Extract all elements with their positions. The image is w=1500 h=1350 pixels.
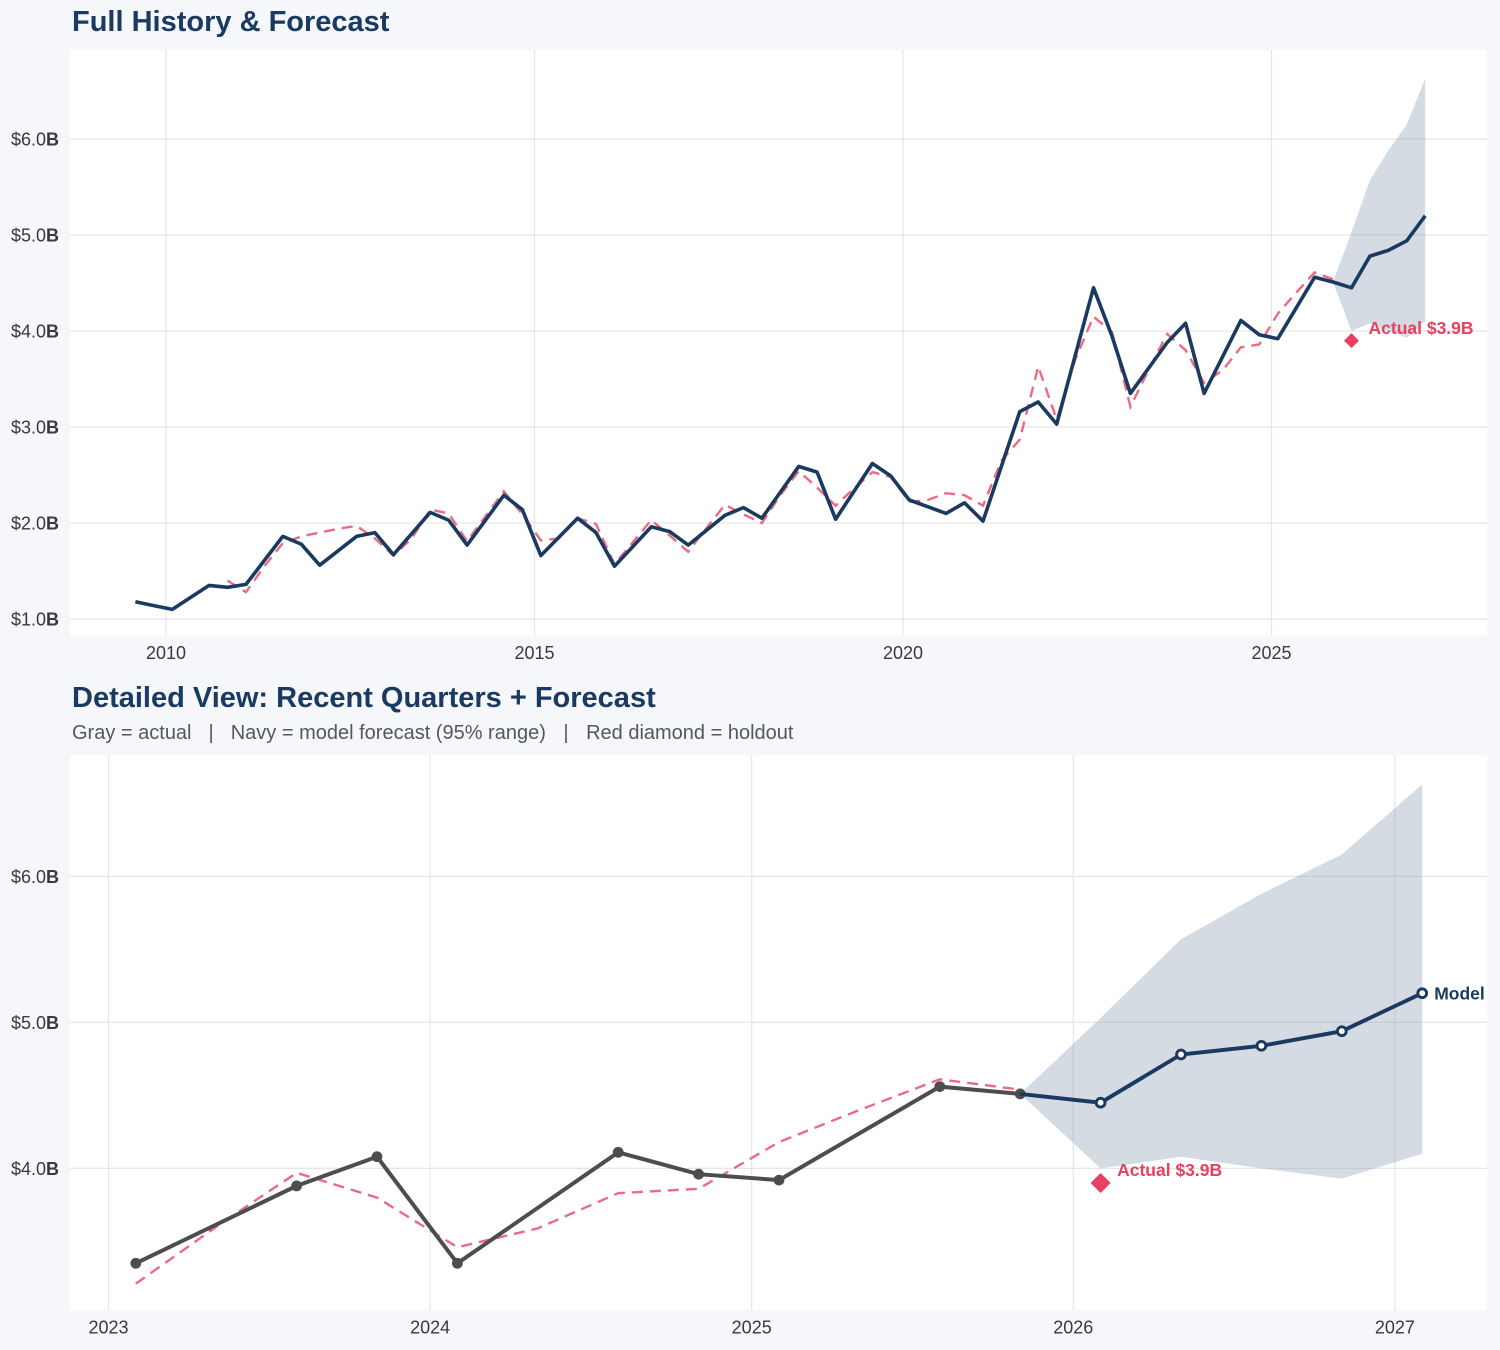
svg-text:$4.0B: $4.0B [11, 322, 59, 342]
svg-text:2026: 2026 [1053, 1318, 1093, 1338]
svg-text:2015: 2015 [514, 643, 554, 663]
svg-text:2025: 2025 [732, 1318, 772, 1338]
svg-text:2010: 2010 [146, 643, 186, 663]
svg-text:$3.0B: $3.0B [11, 418, 59, 438]
svg-text:$2.0B: $2.0B [11, 514, 59, 534]
svg-text:$6.0B: $6.0B [11, 130, 59, 150]
svg-text:Detailed View: Recent Quarters: Detailed View: Recent Quarters + Forecas… [72, 682, 656, 714]
svg-text:Full History & Forecast: Full History & Forecast [72, 6, 390, 38]
svg-text:$5.0B: $5.0B [11, 226, 59, 246]
svg-text:2020: 2020 [883, 643, 923, 663]
svg-text:Actual $3.9B: Actual $3.9B [1369, 318, 1474, 338]
svg-text:$6.0B: $6.0B [11, 867, 59, 887]
svg-text:$4.0B: $4.0B [11, 1159, 59, 1179]
svg-text:Actual $3.9B: Actual $3.9B [1117, 1160, 1222, 1180]
svg-text:Gray = actual|Navy = model for: Gray = actual | Navy = model forecast (95%… [72, 722, 794, 744]
svg-text:2024: 2024 [410, 1318, 450, 1338]
svg-text:2027: 2027 [1375, 1318, 1415, 1338]
svg-text:2025: 2025 [1251, 643, 1291, 663]
svg-text:2023: 2023 [88, 1318, 128, 1338]
svg-text:Model: Model [1434, 984, 1485, 1004]
svg-text:$1.0B: $1.0B [11, 610, 59, 630]
svg-text:$5.0B: $5.0B [11, 1013, 59, 1033]
